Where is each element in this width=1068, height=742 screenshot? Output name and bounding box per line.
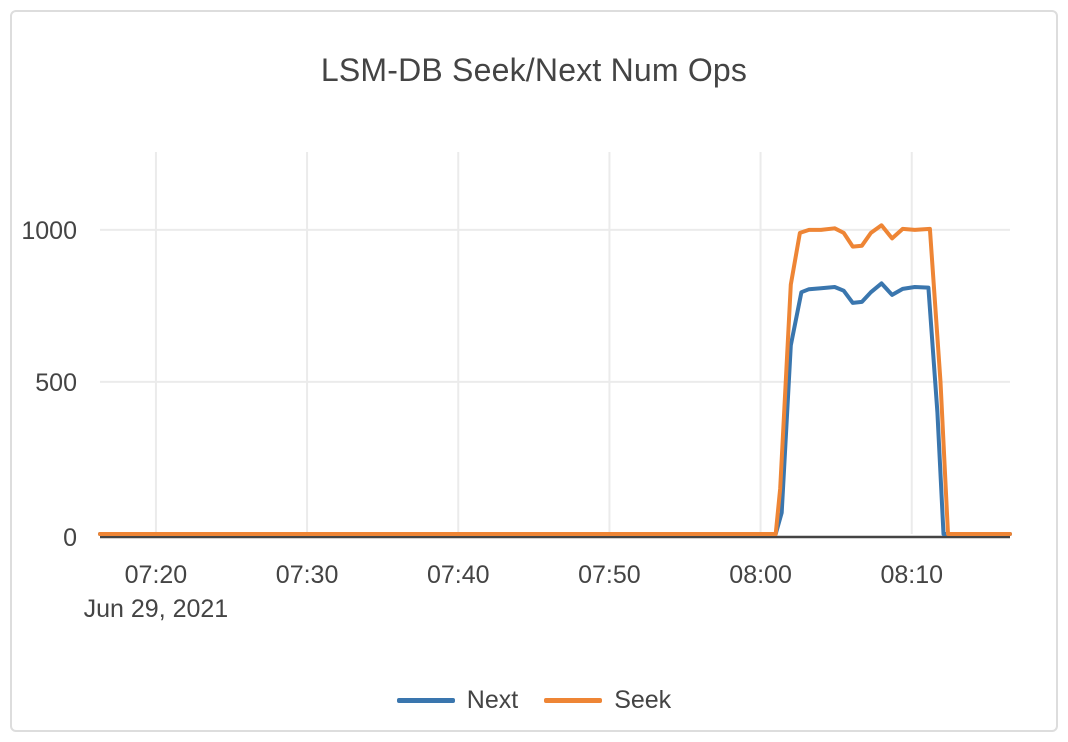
y-tick-label: 500: [35, 369, 77, 397]
y-tick-label: 0: [63, 524, 77, 552]
legend-item-seek[interactable]: Seek: [544, 686, 671, 715]
series-line-seek[interactable]: [98, 223, 1012, 536]
legend-label-seek: Seek: [614, 686, 672, 714]
x-tick-label: 07:30: [276, 561, 339, 589]
y-tick-label: 1000: [21, 217, 77, 245]
x-tick-label: 08:10: [880, 561, 943, 589]
x-tick-label: 07:40: [427, 561, 490, 589]
legend-item-next[interactable]: Next: [396, 686, 519, 715]
next-series-swatch-icon: [396, 698, 455, 703]
series-line-next[interactable]: [98, 281, 1012, 536]
x-tick-label: 07:20: [125, 561, 188, 589]
chart-title: LSM-DB Seek/Next Num Ops: [320, 52, 748, 88]
chart-legend: Next Seek: [0, 686, 1068, 715]
x-tick-label: 07:50: [578, 561, 641, 589]
chart-card: [10, 10, 1058, 732]
legend-label-next: Next: [466, 686, 519, 714]
x-tick-label: 08:00: [729, 561, 792, 589]
x-axis-date-label: Jun 29, 2021: [84, 595, 229, 623]
seek-series-swatch-icon: [544, 698, 603, 703]
